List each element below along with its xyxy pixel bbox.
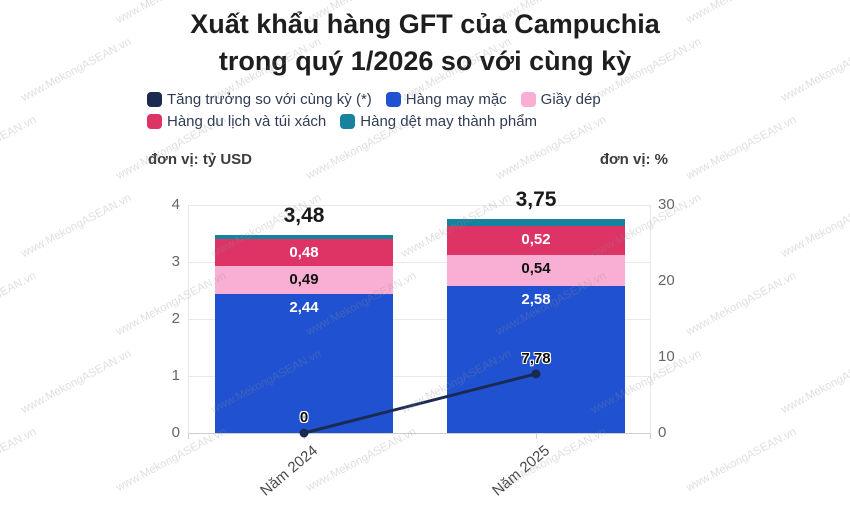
legend-label: Hàng may mặc (405, 90, 507, 108)
gridline (188, 205, 650, 206)
x-axis-tick (536, 433, 537, 439)
watermark-text: www.MekongASEAN.vn (684, 113, 799, 183)
legend-item: Giầy dép (520, 90, 601, 108)
category-label: Năm 2025 (488, 442, 553, 500)
legend-label: Giầy dép (540, 90, 601, 108)
bar-segment (215, 238, 393, 266)
line-point-label: 7,78 (521, 349, 551, 367)
bar-total-label: 3,48 (283, 203, 325, 227)
legend-swatch (385, 91, 401, 107)
right-axis-tick-label: 0 (658, 424, 667, 441)
legend-row: Tăng trưởng so với cùng kỳ (*) Hàng may m… (147, 88, 601, 110)
legend-item: Tăng trưởng so với cùng kỳ (*) (147, 91, 372, 108)
x-axis-tick (188, 433, 189, 439)
bar-segment-label: 0,52 (521, 230, 551, 248)
left-axis-tick-label: 3 (171, 253, 180, 270)
legend: Tăng trưởng so với cùng kỳ (*) Hàng may m… (147, 88, 601, 132)
x-axis-tick (650, 433, 651, 439)
bar-segment (447, 225, 625, 256)
plot-border (188, 205, 189, 433)
left-axis-tick-label: 0 (171, 424, 180, 441)
legend-item: Hàng du lịch và túi xách (147, 113, 326, 130)
watermark-text: www.MekongASEAN.vn (0, 425, 39, 495)
bar-segment-label: 2,58 (521, 290, 551, 308)
right-axis-tick-label: 30 (658, 196, 675, 213)
chart-title-line2: trong quý 1/2026 so với cùng kỳ (218, 46, 632, 76)
bar-segment (215, 265, 393, 294)
watermark-text: www.MekongASEAN.vn (304, 425, 419, 495)
watermark-text: www.MekongASEAN.vn (19, 191, 134, 261)
watermark-text: www.MekongASEAN.vn (0, 269, 39, 339)
bar-segment-label: 0,48 (289, 243, 319, 261)
bar-segment (215, 234, 393, 239)
watermark-text: www.MekongASEAN.vn (19, 347, 134, 417)
bar-segment-label: 2,44 (289, 298, 319, 316)
chart-title-line1: Xuất khẩu hàng GFT của Campuchia (190, 9, 660, 39)
legend-swatch (340, 113, 356, 129)
right-axis-tick-label: 10 (658, 348, 675, 365)
left-axis-tick-label: 4 (171, 196, 180, 213)
bar-segment-label: 0,49 (289, 270, 319, 288)
legend-item: Hàng dệt may thành phẩm (340, 113, 537, 130)
legend-swatch (147, 113, 162, 129)
right-axis-tick-label: 20 (658, 272, 675, 289)
gridline (188, 319, 650, 320)
bar-total-label: 3,75 (515, 188, 557, 212)
bar-segment-label: 0,54 (521, 260, 551, 278)
bar-segment (447, 219, 625, 226)
line-point-label: 0 (299, 409, 309, 426)
legend-swatch (520, 91, 536, 107)
gridline (188, 262, 650, 263)
legend-label: Hàng dệt may thành phẩm (360, 112, 538, 130)
left-axis-unit-label: đơn vị: tỷ USD (148, 151, 253, 168)
legend-row: Hàng du lịch và túi xách Hàng dệt may thà… (147, 110, 601, 132)
watermark-text: www.MekongASEAN.vn (779, 347, 850, 417)
legend-label: Tăng trưởng so với cùng kỳ (*) (167, 90, 372, 108)
legend-item: Hàng may mặc (385, 90, 507, 108)
watermark-text: www.MekongASEAN.vn (684, 269, 799, 339)
x-axis-tick (304, 433, 305, 439)
right-axis-unit-label: đơn vị: % (599, 151, 668, 168)
left-axis-tick-label: 2 (171, 310, 180, 327)
legend-swatch (147, 91, 162, 107)
category-label: Năm 2024 (256, 442, 321, 500)
chart-title: Xuất khẩu hàng GFT của Campuchia trong q… (0, 6, 850, 80)
watermark-text: www.MekongASEAN.vn (0, 113, 39, 183)
watermark-text: www.MekongASEAN.vn (779, 191, 850, 261)
plot-border (650, 205, 651, 433)
left-axis-tick-label: 1 (171, 367, 180, 384)
watermark-text: www.MekongASEAN.vn (684, 425, 799, 495)
bar-segment (447, 255, 625, 286)
legend-label: Hàng du lịch và túi xách (167, 112, 327, 130)
x-axis-line (188, 433, 650, 434)
